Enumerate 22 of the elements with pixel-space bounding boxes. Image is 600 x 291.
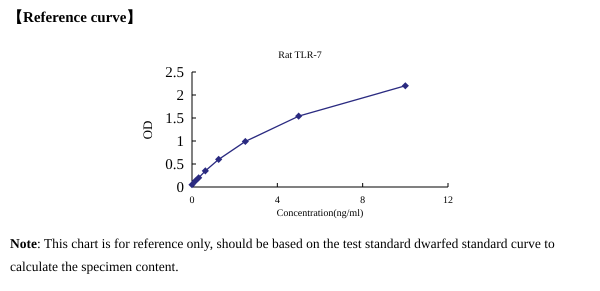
y-tick-label: 2 — [176, 88, 184, 104]
point — [195, 174, 202, 182]
y-tick-label: 0 — [176, 180, 184, 196]
y-tick-label: 2.5 — [165, 65, 184, 81]
point — [215, 156, 222, 163]
y-tick-label: 0.5 — [165, 157, 184, 173]
point — [202, 167, 209, 174]
point — [188, 181, 196, 188]
x-tick-label: 0 — [190, 195, 194, 206]
text: Note: This chart is for reference only, should be based on the test standard dwarfed standard curve to calculate the specimen content. — [10, 235, 556, 276]
y-tick-label: 1.5 — [165, 111, 184, 127]
x-axis-title: Concentration(ng/ml) — [276, 208, 364, 219]
text: 【Reference curve】 — [8, 9, 142, 26]
chart-title: Rat TLR-7 — [278, 50, 322, 61]
x-tick-label: 12 — [443, 195, 453, 206]
x-tick-label: 8 — [360, 195, 366, 206]
point — [242, 138, 249, 146]
point — [402, 82, 409, 90]
x-tick-label: 4 — [274, 195, 280, 206]
y-tick-label: 1 — [176, 134, 184, 150]
y-axis-title: OD — [140, 120, 155, 140]
point — [295, 112, 302, 120]
